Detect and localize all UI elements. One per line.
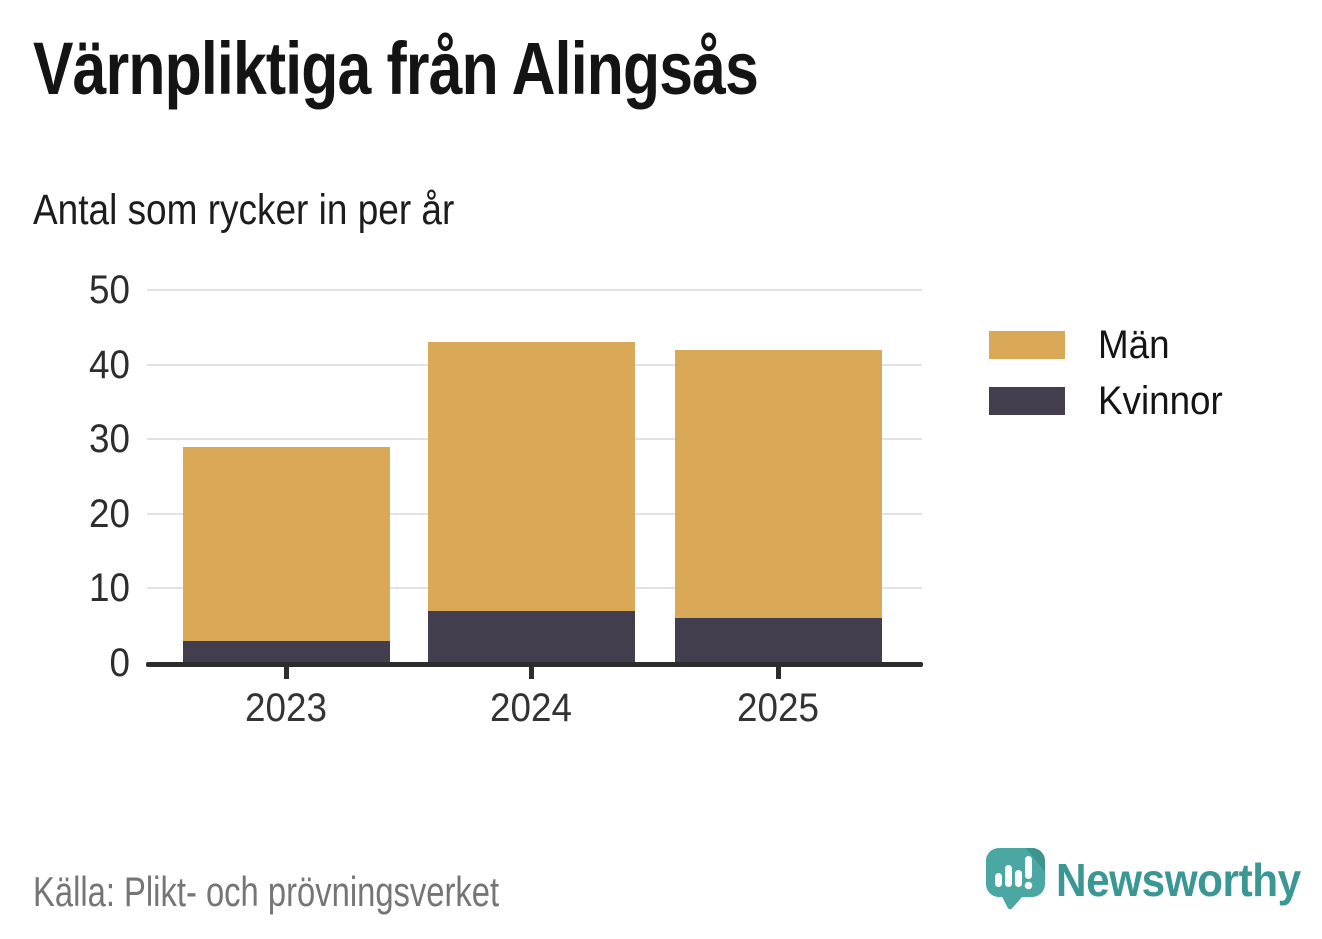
- legend-swatch-women-icon: [989, 387, 1065, 415]
- gridline-50: [147, 289, 922, 291]
- y-axis-label: 20: [89, 491, 130, 536]
- x-axis-line: [146, 662, 923, 667]
- bar-segment-2024-Kvinnor: [427, 610, 635, 663]
- bar-segment-2023-Kvinnor: [182, 640, 390, 663]
- legend: Män Kvinnor: [989, 317, 1234, 429]
- chart-title: Värnpliktiga från Alingsås: [33, 27, 759, 110]
- bar-segment-2024-Män: [427, 342, 635, 611]
- newsworthy-wordmark: Newsworthy: [1056, 854, 1301, 906]
- y-axis-label: 0: [109, 641, 130, 685]
- legend-label-men: Män: [1098, 323, 1170, 367]
- bar-segment-2025-Män: [674, 349, 882, 619]
- y-axis-label: 30: [89, 417, 130, 462]
- legend-label-women: Kvinnor: [1098, 379, 1223, 423]
- legend-item-men: Män: [989, 317, 1234, 373]
- legend-swatch-men-icon: [989, 331, 1065, 359]
- y-axis-label: 40: [89, 342, 130, 387]
- chart-subtitle: Antal som rycker in per år: [33, 186, 455, 234]
- bar-segment-2023-Män: [182, 446, 390, 641]
- y-axis-label: 10: [89, 566, 130, 611]
- y-axis-label: 50: [89, 268, 130, 312]
- x-axis-tick: [776, 666, 781, 679]
- x-axis-tick: [284, 666, 289, 679]
- speech-bubble-bar-chart-exclamation-icon: [986, 848, 1045, 910]
- legend-item-women: Kvinnor: [989, 373, 1234, 429]
- x-axis-label: 2023: [245, 686, 327, 730]
- source-note: Källa: Plikt- och prövningsverket: [33, 868, 500, 915]
- newsworthy-logo: Newsworthy: [986, 848, 1322, 911]
- x-axis-label: 2024: [490, 686, 572, 730]
- x-axis-tick: [529, 666, 534, 679]
- bar-segment-2025-Kvinnor: [674, 618, 882, 663]
- x-axis-label: 2025: [737, 686, 819, 730]
